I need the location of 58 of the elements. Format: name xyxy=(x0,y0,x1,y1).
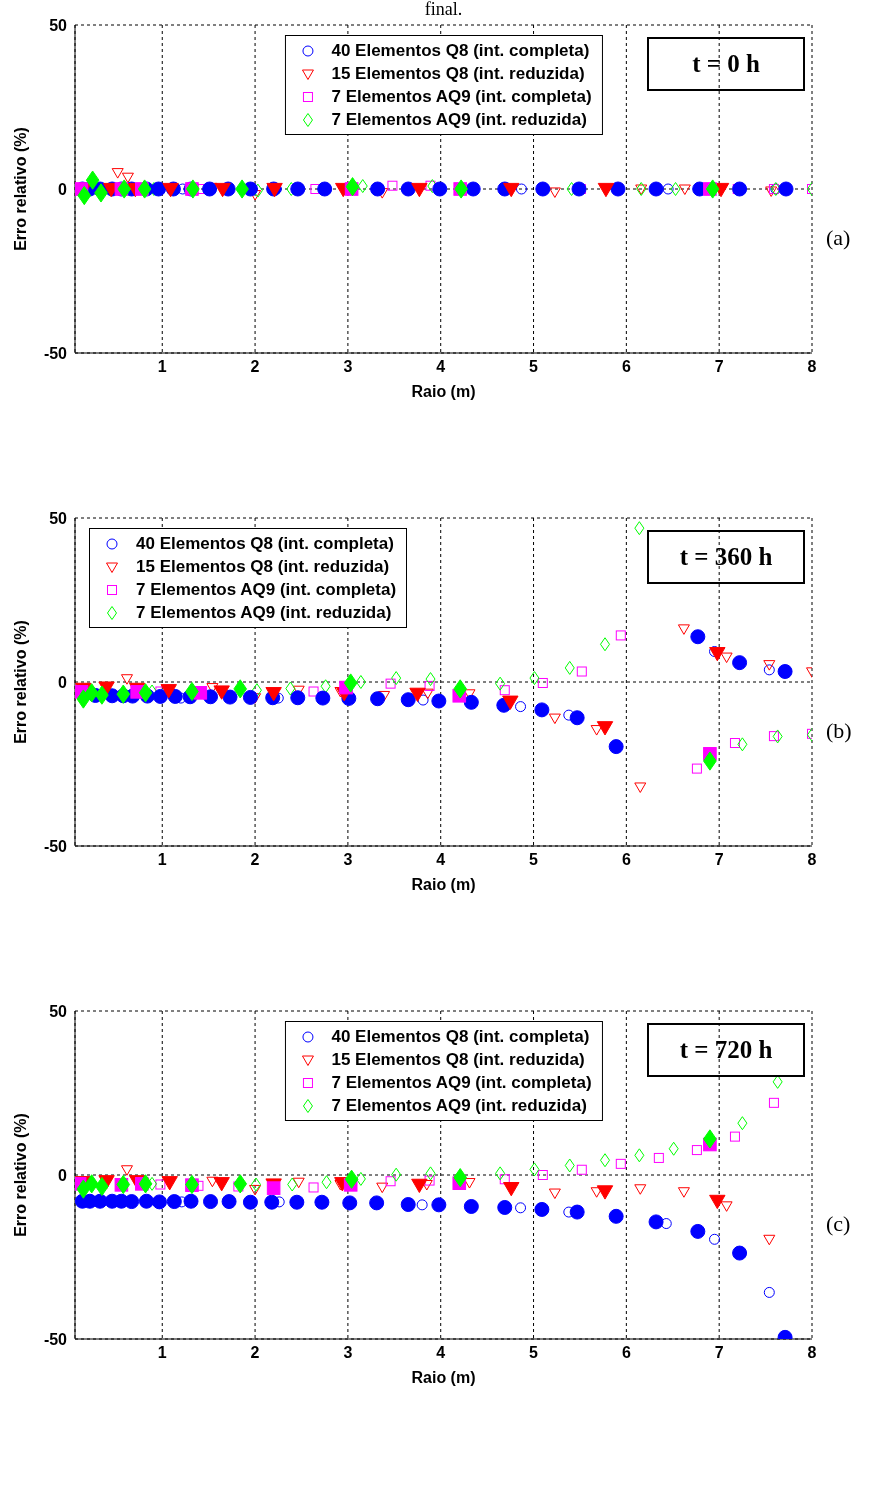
y-tick-label: -50 xyxy=(43,837,68,855)
text: (a) xyxy=(826,225,851,251)
x-tick-label: 7 xyxy=(714,851,724,869)
y-axis-title: Erro relativo (%) xyxy=(11,620,29,744)
chart-title: final. xyxy=(424,0,463,19)
x-tick-label: 4 xyxy=(436,358,446,376)
x-tick-label: 2 xyxy=(250,358,260,376)
x-axis-title: Raio (m) xyxy=(411,876,476,893)
x-tick-label: 8 xyxy=(807,1344,817,1362)
x-tick-label: 7 xyxy=(714,358,724,376)
x-tick-label: 4 xyxy=(436,1344,446,1362)
legend-label: 7 Elementos AQ9 (int. completa) xyxy=(136,579,397,600)
x-tick-label: 5 xyxy=(529,851,539,869)
x-tick-label: 4 xyxy=(436,851,446,869)
y-tick-label: 50 xyxy=(49,509,68,527)
y-axis-title: Erro relativo (%) xyxy=(11,1113,29,1237)
legend-label: 7 Elementos AQ9 (int. completa) xyxy=(331,86,592,107)
text: (b) xyxy=(826,718,852,744)
legend-label: 40 Elementos Q8 (int. completa) xyxy=(331,40,590,61)
x-tick-label: 6 xyxy=(621,851,631,869)
y-axis-title: Erro relativo (%) xyxy=(11,127,29,251)
x-tick-label: 6 xyxy=(621,358,631,376)
x-tick-label: 8 xyxy=(807,851,817,869)
x-tick-label: 3 xyxy=(343,358,353,376)
legend-label: 7 Elementos AQ9 (int. reduzida) xyxy=(136,602,392,623)
x-tick-label: 1 xyxy=(157,851,167,869)
x-tick-label: 5 xyxy=(529,1344,539,1362)
y-tick-label: 0 xyxy=(58,1166,68,1184)
legend-label: 15 Elementos Q8 (int. reduzida) xyxy=(331,63,585,84)
x-tick-label: 1 xyxy=(157,358,167,376)
y-tick-label: 50 xyxy=(49,16,68,34)
legend-label: 40 Elementos Q8 (int. completa) xyxy=(331,1026,590,1047)
x-tick-label: 3 xyxy=(343,1344,353,1362)
x-tick-label: 2 xyxy=(250,851,260,869)
legend-label: 15 Elementos Q8 (int. reduzida) xyxy=(136,556,390,577)
annotation: t = 0 h xyxy=(647,37,805,91)
legend-label: 15 Elementos Q8 (int. reduzida) xyxy=(331,1049,585,1070)
text: (c) xyxy=(826,1211,851,1237)
x-tick-label: 2 xyxy=(250,1344,260,1362)
legend-label: 40 Elementos Q8 (int. completa) xyxy=(136,533,394,554)
x-tick-label: 1 xyxy=(157,1344,167,1362)
y-tick-label: -50 xyxy=(43,1330,68,1348)
legend-label: 7 Elementos AQ9 (int. reduzida) xyxy=(331,1095,587,1116)
legend-label: 7 Elementos AQ9 (int. completa) xyxy=(331,1072,592,1093)
annotation: t = 720 h xyxy=(647,1023,805,1077)
x-axis-title: Raio (m) xyxy=(411,1369,476,1386)
annotation: t = 360 h xyxy=(647,530,805,584)
x-tick-label: 5 xyxy=(529,358,539,376)
y-tick-label: 50 xyxy=(49,1002,68,1020)
x-tick-label: 8 xyxy=(807,358,817,376)
legend-label: 7 Elementos AQ9 (int. reduzida) xyxy=(331,109,587,130)
y-tick-label: -50 xyxy=(43,344,68,362)
y-tick-label: 0 xyxy=(58,673,68,691)
x-tick-label: 7 xyxy=(714,1344,724,1362)
y-tick-label: 0 xyxy=(58,180,68,198)
x-axis-title: Raio (m) xyxy=(411,383,476,400)
x-tick-label: 6 xyxy=(621,1344,631,1362)
x-tick-label: 3 xyxy=(343,851,353,869)
